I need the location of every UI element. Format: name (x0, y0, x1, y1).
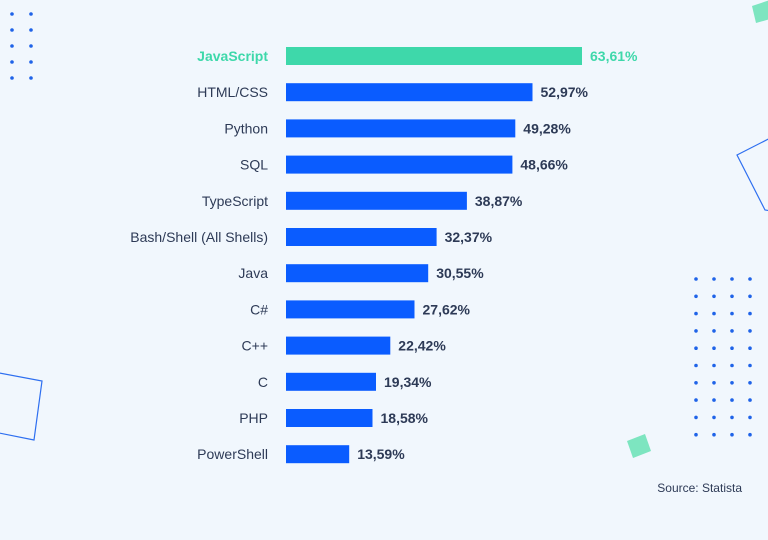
source-note: Source: Statista (657, 481, 742, 495)
dot (712, 398, 716, 402)
dot (730, 381, 734, 385)
value-label: 32,37% (445, 229, 493, 245)
category-label: C# (250, 301, 268, 317)
dot (730, 432, 734, 437)
dot (694, 381, 698, 385)
value-label: 13,59% (357, 446, 405, 462)
dot (29, 28, 33, 32)
dot (748, 294, 752, 299)
bar (286, 409, 373, 427)
value-label: 52,97% (541, 84, 589, 100)
category-label: Bash/Shell (All Shells) (130, 229, 268, 245)
dot (712, 277, 716, 281)
outline-square-right (736, 138, 768, 212)
dot (694, 432, 698, 437)
category-label: PowerShell (197, 446, 268, 462)
dot (748, 277, 752, 281)
dot (694, 277, 698, 281)
dot (748, 311, 752, 316)
filled-square-top-right (752, 0, 768, 23)
dot (712, 432, 716, 437)
category-label: SQL (240, 157, 268, 173)
dot (730, 346, 734, 351)
bar (286, 155, 513, 174)
dot (10, 76, 14, 80)
dot (694, 329, 698, 333)
value-label: 22,42% (398, 338, 446, 354)
dot (712, 329, 716, 333)
dot (10, 12, 14, 16)
bar (286, 336, 391, 355)
dot (748, 398, 752, 402)
bar (286, 264, 429, 283)
category-label: HTML/CSS (197, 84, 268, 100)
dot (29, 76, 33, 80)
dot (748, 432, 752, 437)
bar (286, 445, 350, 464)
dot (712, 381, 716, 385)
dot (730, 311, 734, 316)
category-label: Python (224, 120, 268, 136)
bar (286, 119, 516, 138)
value-label: 38,87% (475, 193, 523, 209)
dot (730, 329, 734, 333)
dot (29, 60, 33, 64)
dot (694, 346, 698, 351)
dot-grid-right (694, 277, 752, 437)
category-label: PHP (239, 410, 268, 426)
value-label: 18,58% (381, 410, 429, 426)
dot (712, 346, 716, 351)
category-label: C++ (242, 338, 268, 354)
dot (730, 277, 734, 281)
decorations (0, 0, 768, 458)
bar (286, 372, 376, 391)
dot (10, 44, 14, 48)
category-label: C (258, 374, 268, 390)
dot (694, 311, 698, 316)
bar (286, 228, 437, 246)
bar (286, 47, 582, 65)
dot (730, 398, 734, 402)
dot-grid-top-left (10, 12, 33, 80)
dot (748, 363, 752, 368)
dot (730, 415, 734, 420)
dot (712, 415, 716, 420)
bar (286, 300, 415, 319)
dot (748, 329, 752, 333)
dot (730, 363, 734, 368)
outline-square-left (0, 372, 43, 441)
category-label: Java (238, 265, 268, 281)
category-label: TypeScript (202, 193, 268, 209)
category-label: JavaScript (197, 48, 268, 64)
value-label: 63,61% (590, 48, 638, 64)
bar-group: JavaScript 63,61% HTML/CSS 52,97% Python 49,2… (130, 47, 638, 464)
dot (29, 44, 33, 48)
value-label: 27,62% (423, 301, 471, 317)
value-label: 49,28% (523, 120, 571, 136)
dot (694, 294, 698, 299)
dot (29, 12, 33, 16)
dot (10, 60, 14, 64)
dot (694, 415, 698, 420)
dot (712, 363, 716, 368)
value-label: 19,34% (384, 374, 432, 390)
bar (286, 191, 467, 210)
dot (748, 381, 752, 385)
dot (10, 28, 14, 32)
dot (748, 415, 752, 420)
dot (712, 311, 716, 316)
value-label: 48,66% (520, 157, 568, 173)
bar (286, 83, 533, 102)
dot (694, 363, 698, 368)
dot (712, 294, 716, 299)
dot (730, 294, 734, 299)
dot (694, 398, 698, 402)
value-label: 30,55% (436, 265, 484, 281)
dot (748, 346, 752, 351)
filled-square-bottom-right (627, 434, 651, 458)
